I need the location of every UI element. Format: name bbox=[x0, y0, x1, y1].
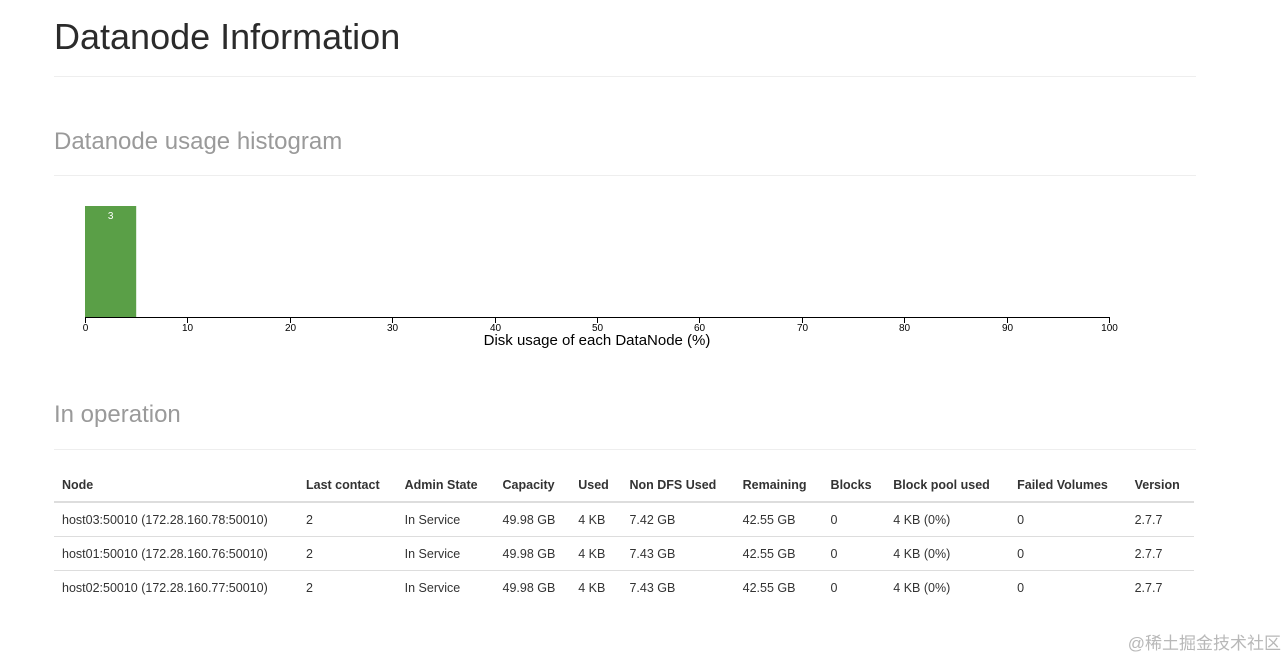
column-header: Used bbox=[570, 468, 622, 503]
table-cell: 2.7.7 bbox=[1126, 536, 1194, 571]
table-cell: 42.55 GB bbox=[734, 536, 823, 571]
column-header: Failed Volumes bbox=[1009, 468, 1127, 503]
column-header: Capacity bbox=[494, 468, 571, 503]
x-axis-tick-label: 70 bbox=[797, 323, 809, 334]
table-cell: 4 KB (0%) bbox=[885, 570, 1010, 604]
table-header-row: Node Last contact Admin State Capacity Used N… bbox=[54, 468, 1194, 503]
column-header: Non DFS Used bbox=[621, 468, 735, 503]
table-cell: 4 KB bbox=[578, 512, 606, 527]
histogram-section-title: Datanode usage histogram bbox=[54, 128, 343, 155]
x-axis-tick-label: 60 bbox=[694, 323, 706, 334]
operation-divider bbox=[54, 449, 1196, 450]
column-header: Block pool used bbox=[885, 468, 1010, 503]
x-axis-tick-label: 90 bbox=[1002, 323, 1014, 334]
table-cell: host03:50010 (172.28.160.78:50010) bbox=[62, 512, 268, 527]
histogram-bar bbox=[85, 206, 137, 317]
table-cell: 0 bbox=[822, 570, 886, 604]
watermark: @稀土掘金技术社区 bbox=[1127, 634, 1281, 653]
table-cell: 0 bbox=[1009, 536, 1127, 571]
x-axis-tick-label: 20 bbox=[285, 323, 297, 334]
x-axis-tick-label: 40 bbox=[490, 323, 502, 334]
table-cell: 2.7.7 bbox=[1126, 570, 1194, 604]
table-cell: 0 bbox=[1017, 512, 1025, 527]
table-cell: 0 bbox=[1009, 570, 1127, 604]
table-body: host03:50010 (172.28.160.78:50010) 2 In Se… bbox=[54, 502, 1194, 604]
column-header: Admin State bbox=[396, 468, 495, 503]
column-header: Node bbox=[54, 468, 298, 503]
table-cell: 0 bbox=[830, 512, 838, 527]
table-cell: 4 KB bbox=[570, 570, 622, 604]
x-axis-tick-label: 30 bbox=[387, 323, 399, 334]
table-cell: 4 KB bbox=[570, 536, 622, 571]
column-header: Version bbox=[1126, 468, 1194, 503]
table-cell: 7.43 GB bbox=[621, 536, 735, 571]
table-cell: In Service bbox=[404, 512, 461, 527]
table-cell: 49.98 GB bbox=[494, 570, 571, 604]
table-row: host02:50010 (172.28.160.77:50010) 2 In Se… bbox=[54, 570, 1194, 604]
table-row: host03:50010 (172.28.160.78:50010) 2 In Se… bbox=[54, 502, 1194, 537]
table-cell: host02:50010 (172.28.160.77:50010) bbox=[54, 570, 298, 604]
x-axis-tick-label: 50 bbox=[592, 323, 604, 334]
table-cell: 49.98 GB bbox=[502, 512, 556, 527]
table-cell: In Service bbox=[396, 536, 495, 571]
title-divider bbox=[54, 76, 1196, 77]
table-row: host01:50010 (172.28.160.76:50010) 2 In Se… bbox=[54, 536, 1194, 571]
table-cell: 42.55 GB bbox=[742, 512, 796, 527]
x-axis-tick-label: 100 bbox=[1101, 323, 1118, 334]
table-cell: 49.98 GB bbox=[494, 536, 571, 571]
page-title: Datanode Information bbox=[54, 16, 401, 57]
table-cell: 7.42 GB bbox=[629, 512, 676, 527]
table-cell: 4 KB (0%) bbox=[885, 536, 1010, 571]
table-cell: 42.55 GB bbox=[734, 570, 823, 604]
table-cell: 7.43 GB bbox=[621, 570, 735, 604]
x-axis-title: Disk usage of each DataNode (%) bbox=[484, 332, 711, 348]
x-axis-tick-label: 10 bbox=[182, 323, 194, 334]
x-axis-tick-label: 0 bbox=[83, 323, 89, 334]
column-header: Remaining bbox=[734, 468, 823, 503]
operation-section-title: In operation bbox=[54, 401, 181, 428]
table-cell: 2.7.7 bbox=[1134, 512, 1163, 527]
datanode-table: Node Last contact Admin State Capacity Used N… bbox=[54, 468, 1194, 604]
table-cell: 2 bbox=[298, 570, 397, 604]
histogram-divider bbox=[54, 175, 1196, 176]
table-cell: 0 bbox=[822, 536, 886, 571]
column-header: Blocks bbox=[822, 468, 886, 503]
column-header: Last contact bbox=[298, 468, 397, 503]
table-cell: 4 KB (0%) bbox=[893, 512, 951, 527]
table-cell: 2 bbox=[306, 512, 313, 527]
table-cell: 2 bbox=[298, 536, 397, 571]
histogram-bar-label: 3 bbox=[108, 211, 114, 222]
x-axis-tick-label: 80 bbox=[899, 323, 911, 334]
table-cell: host01:50010 (172.28.160.76:50010) bbox=[54, 536, 298, 571]
table-cell: In Service bbox=[396, 570, 495, 604]
